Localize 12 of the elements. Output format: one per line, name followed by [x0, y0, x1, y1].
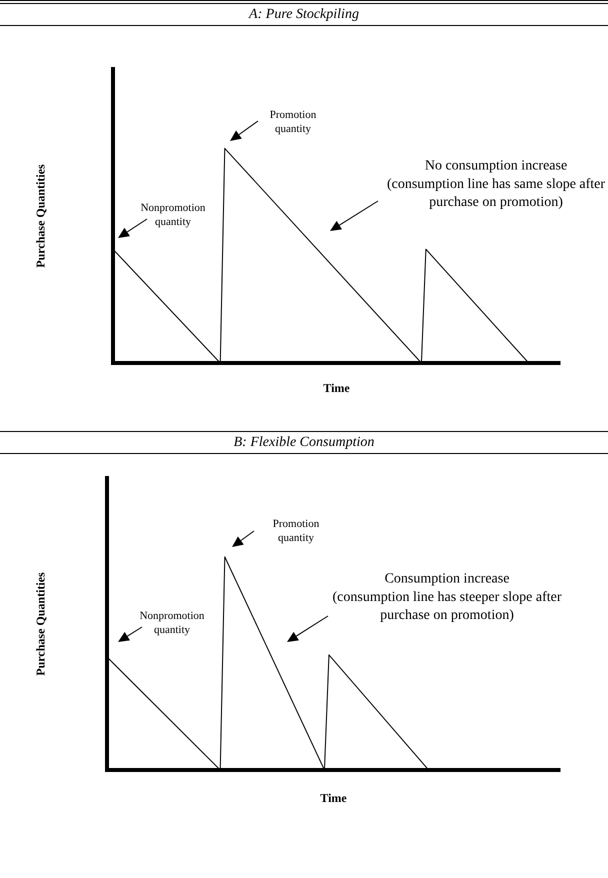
y-axis-title: Purchase Quantities — [33, 572, 48, 676]
chart-title: A: Pure Stockpiling — [0, 0, 608, 26]
chart-title: B: Flexible Consumption — [0, 431, 608, 454]
annotation: Consumption increase (consumption line has steeper slope after purchase on promotion) — [332, 572, 562, 624]
x-axis-title: Time — [320, 790, 348, 805]
annotation: Nonpromotion quantity — [140, 610, 205, 636]
x-axis-title: Time — [323, 380, 350, 395]
annotation: Nonpromotion quantity — [140, 202, 206, 228]
text: Promotion quantity — [272, 518, 320, 544]
annotation: No consumption increase (consumption line has same slope after purchase on promotion) — [386, 158, 606, 210]
y-axis-title: Purchase Quantities — [33, 164, 48, 268]
text: Promotion quantity — [270, 108, 317, 136]
